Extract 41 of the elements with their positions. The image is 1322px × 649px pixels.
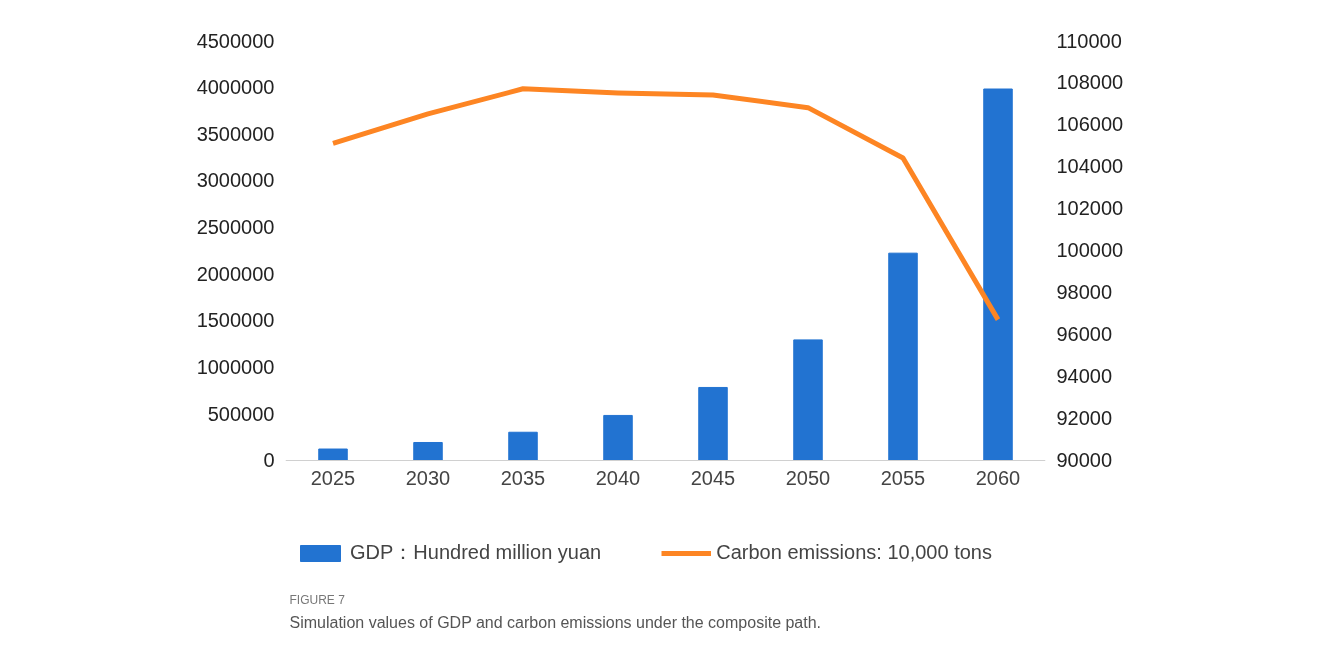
legend-label: Carbon emissions: 10,000 tons <box>716 541 992 564</box>
bar <box>698 386 728 461</box>
y2-tick-label: 98000 <box>1056 281 1113 304</box>
x-tick-label: 2040 <box>595 467 641 490</box>
bar <box>983 88 1013 461</box>
x-tick-label: 2045 <box>690 467 736 490</box>
x-tick-label: 2050 <box>785 467 831 490</box>
y2-tick-label: 96000 <box>1056 323 1113 346</box>
y2-tick-label: 100000 <box>1056 239 1124 262</box>
caption: FIGURE 7 <box>289 592 346 607</box>
y-tick-label: 2000000 <box>196 262 275 285</box>
y-tick-label: 4000000 <box>196 76 275 99</box>
bar <box>413 442 443 461</box>
y2-tick-label: 106000 <box>1056 113 1124 136</box>
y2-tick-label: 102000 <box>1056 197 1124 220</box>
y-tick-label: 3500000 <box>196 122 275 145</box>
bar <box>318 448 348 461</box>
y-tick-label: 1000000 <box>196 355 275 378</box>
y2-tick-label: 90000 <box>1056 449 1113 472</box>
text: Simulation values of GDP and carbon emissions under the composite path. <box>289 613 822 631</box>
x-tick-label: 2035 <box>500 467 546 490</box>
y2-tick-label: 104000 <box>1056 155 1124 178</box>
y2-tick-label: 110000 <box>1056 29 1122 52</box>
bar <box>888 252 918 461</box>
bar <box>508 431 538 461</box>
y-tick-label: 4500000 <box>196 29 275 52</box>
y-tick-label: 500000 <box>207 402 275 425</box>
y2-tick-label: 108000 <box>1056 71 1124 94</box>
y2-tick-label: 94000 <box>1056 365 1113 388</box>
y-tick-label: 3000000 <box>196 169 275 192</box>
y-tick-label: 2500000 <box>196 216 275 239</box>
bar <box>603 414 633 461</box>
y-tick-label: 1500000 <box>196 309 275 332</box>
bar <box>793 339 823 461</box>
x-tick-label: 2060 <box>975 467 1021 490</box>
legend-label: GDP：Hundred million yuan <box>350 540 602 565</box>
y-tick-label: 0 <box>263 449 275 472</box>
x-tick-label: 2025 <box>310 467 356 490</box>
x-tick-label: 2055 <box>880 467 926 490</box>
x-tick-label: 2030 <box>405 467 451 490</box>
y2-tick-label: 92000 <box>1056 407 1113 430</box>
